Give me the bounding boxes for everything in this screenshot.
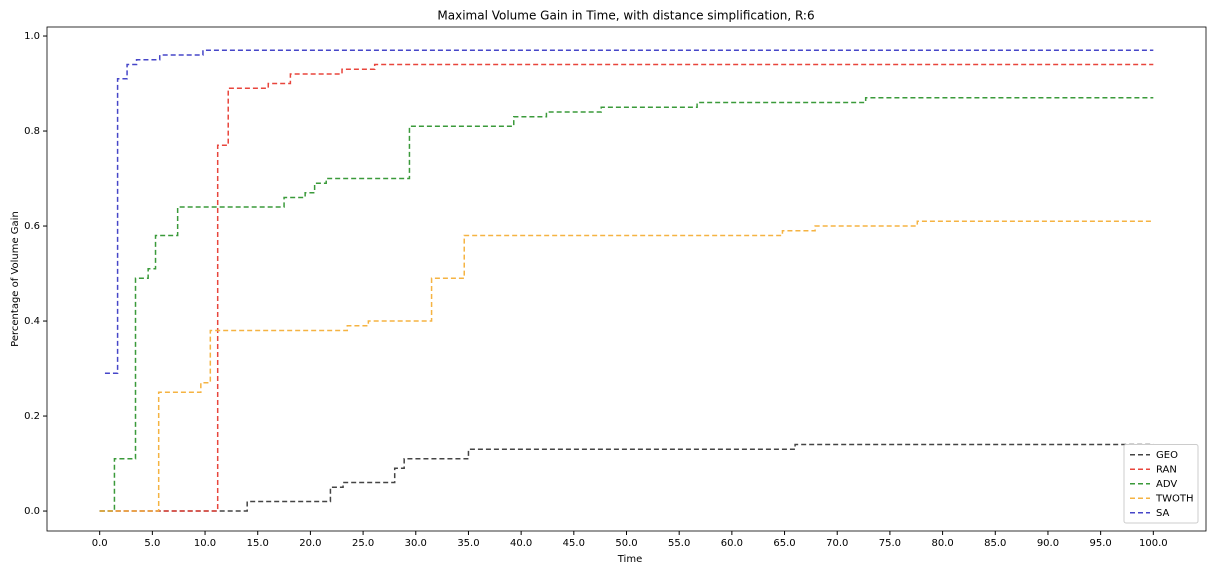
x-tick-label: 60.0 bbox=[721, 538, 743, 549]
x-axis-label: Time bbox=[617, 554, 642, 565]
y-tick-label: 1.0 bbox=[24, 31, 40, 42]
series-line bbox=[104, 49, 1154, 375]
x-tick-label: 70.0 bbox=[826, 538, 848, 549]
x-tick-label: 65.0 bbox=[773, 538, 795, 549]
legend-label: TWOTH bbox=[1155, 493, 1194, 504]
legend-label: GEO bbox=[1156, 450, 1178, 461]
x-tick-label: 45.0 bbox=[563, 538, 585, 549]
y-tick-label: 0.0 bbox=[24, 506, 40, 517]
series-line bbox=[99, 97, 1154, 512]
x-tick-label: 10.0 bbox=[194, 538, 216, 549]
x-tick-label: 30.0 bbox=[405, 538, 427, 549]
x-tick-label: 55.0 bbox=[668, 538, 690, 549]
x-tick-label: 5.0 bbox=[144, 538, 160, 549]
x-tick-label: 95.0 bbox=[1090, 538, 1112, 549]
x-tick-label: 50.0 bbox=[615, 538, 637, 549]
y-axis-label: Percentage of Volume Gain bbox=[10, 211, 21, 347]
series-line bbox=[99, 220, 1154, 512]
x-tick-label: 25.0 bbox=[352, 538, 374, 549]
x-tick-label: 80.0 bbox=[931, 538, 953, 549]
y-tick-label: 0.4 bbox=[24, 316, 40, 327]
x-tick-label: 75.0 bbox=[879, 538, 901, 549]
x-tick-label: 90.0 bbox=[1037, 538, 1059, 549]
x-tick-label: 35.0 bbox=[457, 538, 479, 549]
y-tick-label: 0.2 bbox=[24, 411, 40, 422]
x-tick-label: 40.0 bbox=[510, 538, 532, 549]
legend-box bbox=[1123, 444, 1199, 524]
legend-label: ADV bbox=[1156, 479, 1177, 490]
x-tick-label: 15.0 bbox=[247, 538, 269, 549]
x-tick-label: 85.0 bbox=[984, 538, 1006, 549]
legend-label: RAN bbox=[1156, 464, 1177, 475]
y-tick-label: 0.6 bbox=[24, 221, 40, 232]
chart-title: Maximal Volume Gain in Time, with distan… bbox=[437, 9, 814, 23]
x-tick-label: 0.0 bbox=[92, 538, 108, 549]
y-tick-label: 0.8 bbox=[24, 126, 40, 137]
x-tick-label: 20.0 bbox=[299, 538, 321, 549]
x-tick-label: 100.0 bbox=[1139, 538, 1168, 549]
legend-label: SA bbox=[1156, 508, 1170, 519]
series-line bbox=[99, 443, 1154, 512]
